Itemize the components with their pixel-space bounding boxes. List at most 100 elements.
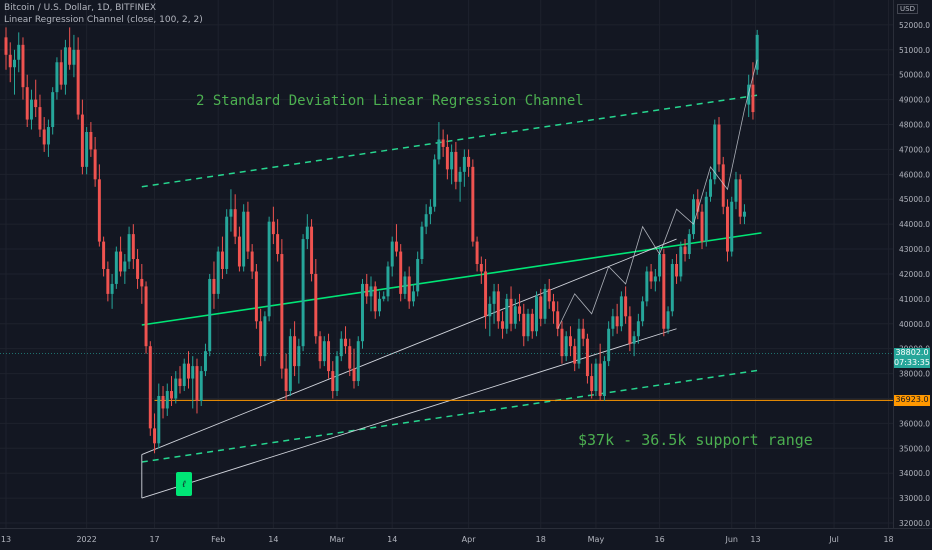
candle-body — [679, 246, 683, 277]
candle-body — [462, 156, 466, 172]
candle-body — [683, 246, 687, 255]
candle-body — [339, 338, 343, 357]
candle-body — [742, 211, 746, 217]
time-tick-label: May — [588, 535, 605, 544]
candle-body — [641, 301, 645, 322]
candle-body — [25, 87, 29, 120]
candle-body — [687, 234, 691, 255]
candle-body — [110, 283, 114, 294]
candle-body — [416, 259, 420, 292]
candle-body — [263, 316, 267, 357]
countdown-timer: 07:33:35 — [894, 357, 930, 367]
candle-body — [373, 286, 377, 312]
candle-body — [725, 206, 729, 252]
candle-body — [284, 368, 288, 392]
indicator-legend[interactable]: Linear Regression Channel (close, 100, 2… — [4, 15, 203, 25]
candlestick-series — [4, 27, 759, 454]
time-axis[interactable]: 13 2022 17 Feb 14 Mar 14 Apr 18 May 16 Jun 13 Jul 18 — [0, 528, 932, 545]
candle-body — [492, 291, 496, 304]
candle-body — [170, 391, 174, 399]
candle-body — [670, 264, 674, 312]
time-tick-label: Apr — [462, 535, 477, 544]
symbol-title[interactable]: Bitcoin / U.S. Dollar, 1D, BITFINEX — [4, 3, 156, 13]
currency-label[interactable]: USD — [897, 4, 918, 14]
candle-body — [237, 236, 241, 267]
candle-body — [361, 283, 364, 342]
time-tick-label: 13 — [750, 535, 760, 544]
candle-body — [471, 166, 475, 242]
candle-body — [611, 316, 615, 329]
price-tick-label: 41000.0 — [899, 295, 930, 304]
candle-body — [526, 313, 530, 337]
candle-body — [93, 149, 97, 180]
candle-body — [547, 288, 551, 302]
price-tick-label: 40000.0 — [899, 320, 930, 329]
candle-body — [543, 288, 547, 319]
candle-body — [619, 296, 623, 327]
candle-body — [454, 151, 458, 182]
candle-body — [148, 346, 152, 429]
candle-body — [577, 328, 581, 364]
candle-body — [293, 336, 297, 367]
candle-body — [747, 84, 751, 105]
candle-body — [327, 341, 331, 372]
drawing-marker-icon[interactable]: ℓ — [176, 472, 192, 496]
candle-body — [356, 341, 360, 382]
candle-body — [153, 428, 157, 444]
candle-body — [636, 321, 640, 337]
price-tick-label: 42000.0 — [899, 270, 930, 279]
time-tick-label: Jun — [724, 535, 738, 544]
candle-body — [407, 276, 411, 302]
forecast-overlay — [557, 59, 758, 329]
candle-body — [97, 179, 101, 242]
candle-body — [479, 264, 483, 272]
candle-body — [271, 221, 275, 235]
candle-body — [203, 351, 207, 372]
candle-body — [46, 127, 50, 145]
price-axis[interactable]: 32000.033000.034000.035000.036000.037000… — [893, 0, 932, 550]
time-tick-label: 18 — [536, 535, 546, 544]
candle-body — [390, 241, 394, 267]
candle-body — [539, 296, 543, 319]
candle-body — [662, 254, 666, 329]
candle-body — [280, 254, 284, 369]
candle-body — [21, 44, 25, 88]
candle-body — [305, 226, 309, 240]
candle-body — [458, 171, 462, 182]
current-price-badge: 38802.0 07:33:35 — [894, 347, 930, 368]
time-tick-label: 17 — [149, 535, 159, 544]
candle-body — [229, 209, 233, 217]
candle-body — [34, 99, 38, 108]
candle-body — [55, 62, 59, 93]
candle-body — [433, 159, 437, 207]
time-tick-label: 14 — [387, 535, 397, 544]
time-tick-label: 16 — [654, 535, 664, 544]
candle-body — [318, 336, 322, 362]
candle-body — [310, 226, 314, 274]
candle-body — [696, 199, 700, 212]
candle-body — [581, 328, 585, 339]
candle-body — [182, 363, 186, 387]
time-tick-label: 13 — [1, 535, 11, 544]
candle-body — [80, 114, 84, 167]
candle-body — [551, 301, 555, 312]
candle-body — [13, 59, 16, 68]
candle-body — [322, 341, 326, 362]
time-tick-label: Jul — [828, 535, 839, 544]
time-tick-label: 18 — [883, 535, 893, 544]
candle-body — [136, 259, 140, 279]
candle-body — [522, 313, 526, 337]
candle-body — [628, 316, 632, 344]
candle-body — [352, 368, 356, 382]
candle-body — [191, 366, 195, 379]
candle-body — [165, 391, 169, 409]
candle-body — [509, 298, 513, 324]
candle-body — [607, 328, 611, 362]
candle-body — [242, 211, 246, 267]
candle-body — [348, 346, 352, 369]
candle-body — [4, 37, 8, 55]
candle-body — [301, 239, 305, 347]
candle-body — [704, 196, 708, 242]
support-annotation: $37k - 36.5k support range — [578, 431, 813, 449]
